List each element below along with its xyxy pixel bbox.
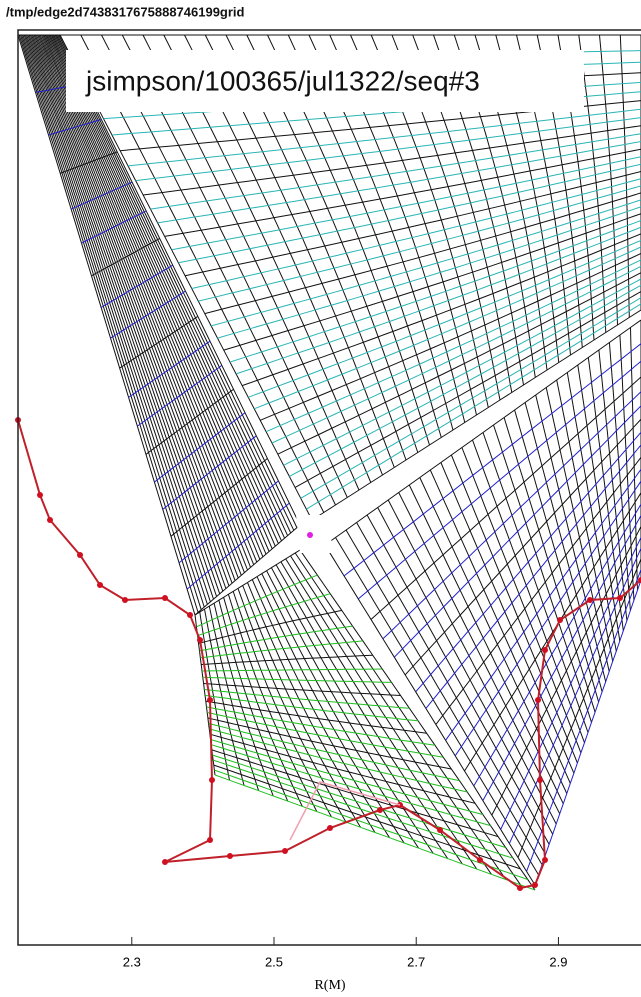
wall-point: [187, 612, 193, 618]
wall: [18, 420, 641, 888]
mesh-line: [515, 410, 599, 702]
mesh-line: [212, 750, 498, 837]
plot-area: [15, 35, 641, 891]
wall-point: [537, 777, 543, 783]
wall-point: [517, 885, 523, 891]
mesh-line: [120, 316, 198, 368]
mesh-line: [483, 516, 641, 801]
mesh-line: [224, 214, 641, 350]
wall-point: [197, 637, 203, 643]
wall-point: [542, 857, 548, 863]
mesh-line: [143, 126, 641, 195]
x-tick-label: 2.9: [549, 954, 567, 969]
mesh-line: [45, 35, 263, 557]
annotation: jsimpson/100365/jul1322/seq#3: [85, 65, 480, 96]
mesh-line: [200, 612, 230, 780]
wall-point: [77, 552, 83, 558]
wall-point: [162, 859, 168, 865]
wall-point: [209, 777, 215, 783]
mesh-line: [474, 504, 641, 786]
mesh-line: [205, 695, 418, 720]
mesh-line: [276, 565, 462, 864]
wall-point: [162, 595, 168, 601]
mesh-line: [43, 35, 257, 562]
mesh-line: [204, 684, 401, 696]
wall-point: [227, 853, 233, 859]
wall-point: [97, 582, 103, 588]
mesh-line: [284, 279, 641, 465]
mesh-line: [29, 35, 223, 591]
wall-point: [557, 617, 563, 623]
wall-point: [37, 492, 43, 498]
mesh-line: [436, 457, 641, 724]
x-tick-label: 2.3: [123, 954, 141, 969]
wall-point: [617, 595, 623, 601]
mesh-line: [38, 35, 245, 573]
mesh-line: [501, 538, 641, 830]
mesh-line: [336, 538, 539, 875]
mesh-region: [18, 35, 300, 615]
mesh-line: [257, 577, 404, 843]
mesh-line: [281, 562, 477, 869]
wall-point: [477, 857, 483, 863]
wall-point: [207, 697, 213, 703]
mesh-line: [40, 35, 250, 567]
mesh-line: [504, 418, 595, 713]
mesh-line: [18, 35, 195, 615]
mesh-line: [295, 553, 520, 885]
wall-point: [47, 517, 53, 523]
mesh-line: [205, 193, 641, 314]
wall-point: [535, 697, 541, 703]
mesh-line: [44, 35, 260, 559]
wall-point: [207, 837, 213, 843]
mesh-line: [278, 273, 641, 455]
mesh-line: [371, 377, 641, 620]
mesh-line: [455, 481, 641, 756]
wall-point: [327, 825, 333, 831]
mesh-line: [492, 527, 641, 816]
x-tick-label: 2.5: [265, 954, 283, 969]
mesh-line: [214, 770, 527, 879]
chart: /tmp/edge2d7438317675888746199grid jsimp…: [0, 0, 641, 997]
mesh-region: [195, 550, 535, 890]
mesh-region: [325, 320, 641, 885]
x-point: [307, 532, 313, 538]
mesh-line: [213, 755, 506, 848]
wall-point: [282, 848, 288, 854]
x-tick-label: 2.7: [407, 954, 425, 969]
mesh-line: [286, 559, 492, 874]
mesh-line: [236, 227, 641, 374]
mesh-line: [198, 594, 331, 636]
mesh-line: [185, 172, 641, 276]
mesh-line: [42, 35, 254, 565]
x-axis-label: R(M): [314, 978, 345, 993]
mesh-line: [24, 35, 210, 602]
mesh-line: [32, 35, 229, 586]
mesh-line: [325, 545, 535, 885]
wall-point: [437, 827, 443, 833]
x-point-cell: [296, 515, 332, 553]
mesh-line: [462, 448, 581, 753]
chart-title: /tmp/edge2d7438317675888746199grid: [6, 4, 245, 19]
wall-point: [122, 597, 128, 603]
wall-point: [532, 882, 538, 888]
mesh-line: [30, 35, 226, 589]
wall-point: [377, 807, 383, 813]
mesh-line: [399, 493, 560, 814]
mesh-line: [200, 641, 362, 658]
mesh-line: [49, 35, 272, 549]
mesh-line: [25, 35, 213, 599]
wall-point: [587, 597, 593, 603]
wall-point: [542, 647, 548, 653]
